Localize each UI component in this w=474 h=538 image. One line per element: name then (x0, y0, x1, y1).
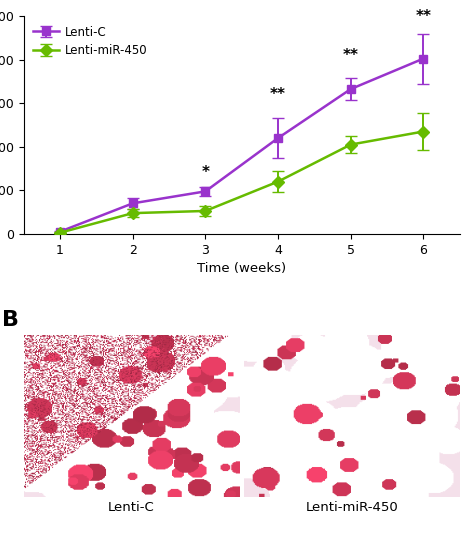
Text: **: ** (343, 48, 359, 63)
Text: **: ** (415, 9, 431, 24)
Text: **: ** (270, 87, 286, 102)
Text: Lenti-C: Lenti-C (108, 500, 155, 514)
Text: B: B (2, 310, 19, 330)
Text: Lenti-miR-450: Lenti-miR-450 (306, 500, 398, 514)
X-axis label: Time (weeks): Time (weeks) (197, 262, 286, 275)
Legend: Lenti-C, Lenti-miR-450: Lenti-C, Lenti-miR-450 (29, 22, 151, 61)
Text: *: * (201, 166, 210, 180)
